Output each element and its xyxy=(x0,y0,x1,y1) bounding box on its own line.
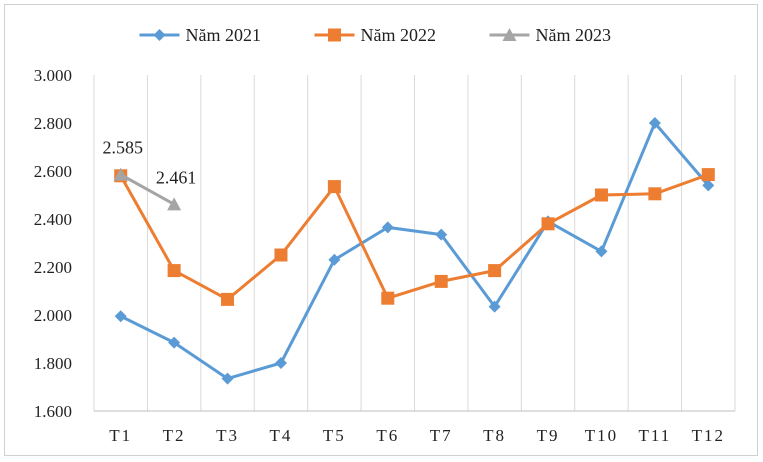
y-tick-label: 1.600 xyxy=(34,402,72,421)
x-tick-label: T7 xyxy=(430,426,453,445)
x-tick-label: T6 xyxy=(376,426,399,445)
x-tick-label: T8 xyxy=(483,426,506,445)
y-tick-label: 2.400 xyxy=(34,210,72,229)
chart-axes: 1.600 1.800 2.000 2.200 2.400 2.600 2.800 3.000… xyxy=(34,66,735,445)
legend-item-n-m-2023: Năm 2023 xyxy=(489,25,612,45)
chart-series xyxy=(113,117,715,385)
legend-marker xyxy=(153,29,166,41)
chart-gridlines xyxy=(93,75,736,411)
y-tick-label: 3.000 xyxy=(34,66,72,85)
x-tick-label: T1 xyxy=(109,426,132,445)
data-point xyxy=(648,187,662,201)
data-point xyxy=(702,179,715,192)
series-line xyxy=(120,121,710,381)
data-point xyxy=(168,336,181,349)
series-line xyxy=(119,173,175,206)
legend-marker xyxy=(502,28,517,41)
x-tick-label: T4 xyxy=(270,426,293,445)
x-tick-label: T11 xyxy=(638,426,671,445)
data-point xyxy=(648,117,661,129)
data-point xyxy=(274,357,287,369)
series-line xyxy=(119,173,709,301)
x-tick-label: T3 xyxy=(216,426,239,445)
data-point xyxy=(114,310,127,323)
data-point xyxy=(113,167,128,181)
y-tick-label: 2.600 xyxy=(34,162,72,181)
data-point xyxy=(541,217,555,231)
y-tick-label: 2.800 xyxy=(34,114,72,133)
data-point xyxy=(167,264,181,278)
legend-label: Năm 2022 xyxy=(361,25,437,45)
data-label: 2.461 xyxy=(156,167,197,187)
legend-label: Năm 2023 xyxy=(536,25,612,45)
data-label: 2.585 xyxy=(102,138,143,158)
y-tick-label: 2.000 xyxy=(34,306,72,325)
data-point xyxy=(167,197,182,211)
x-tick-label: T5 xyxy=(323,426,346,445)
data-point xyxy=(274,248,288,262)
legend-marker xyxy=(328,28,341,42)
x-tick-label: T9 xyxy=(537,426,560,445)
x-tick-label: T12 xyxy=(692,426,725,445)
chart-legend: Năm 2021 Năm 2022 Năm 2023 xyxy=(139,25,612,45)
legend-item-n-m-2021: Năm 2021 xyxy=(139,25,262,45)
data-point xyxy=(595,245,608,258)
data-point xyxy=(594,188,608,202)
data-point xyxy=(381,221,394,234)
y-tick-label: 1.800 xyxy=(34,354,72,373)
data-point xyxy=(327,180,341,194)
data-point xyxy=(381,291,395,305)
data-point xyxy=(221,292,235,306)
data-point xyxy=(328,253,341,266)
chart-data-labels: 2.585 2.461 xyxy=(102,138,196,188)
series-n-m-2021 xyxy=(114,117,715,385)
series-n-m-2023 xyxy=(113,167,182,211)
data-point xyxy=(435,228,448,241)
data-point xyxy=(488,300,501,313)
x-tick-label: T10 xyxy=(585,426,618,445)
data-point xyxy=(701,168,715,182)
data-point xyxy=(488,264,502,278)
x-tick-label: T2 xyxy=(163,426,186,445)
data-point xyxy=(434,274,448,288)
data-point xyxy=(221,372,234,385)
legend-item-n-m-2022: Năm 2022 xyxy=(314,25,437,45)
y-tick-label: 2.200 xyxy=(34,258,72,277)
legend-label: Năm 2021 xyxy=(186,25,262,45)
